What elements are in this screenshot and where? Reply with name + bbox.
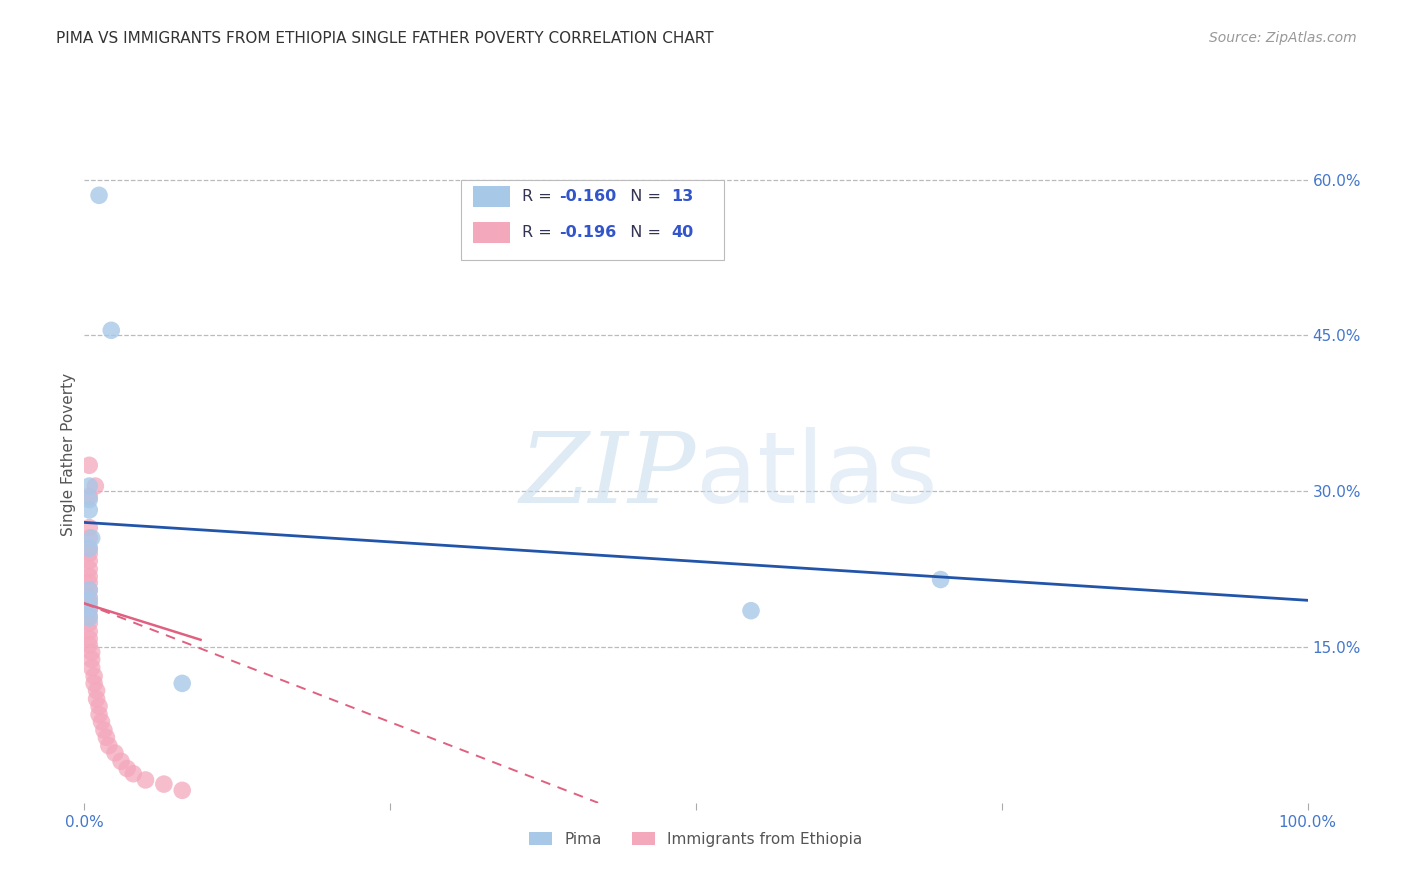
Point <box>80 531 103 545</box>
Text: Source: ZipAtlas.com: Source: ZipAtlas.com <box>1209 31 1357 45</box>
Point <box>77 601 100 615</box>
Point <box>122 766 145 780</box>
Point <box>77 531 100 545</box>
Point <box>77 602 100 616</box>
Text: 40: 40 <box>672 225 693 240</box>
Point <box>83 669 105 683</box>
Point <box>740 604 762 618</box>
Point <box>97 739 120 753</box>
Text: PIMA VS IMMIGRANTS FROM ETHIOPIA SINGLE FATHER POVERTY CORRELATION CHART: PIMA VS IMMIGRANTS FROM ETHIOPIA SINGLE … <box>56 31 714 46</box>
Point <box>87 699 110 714</box>
Point <box>77 582 100 597</box>
Point <box>93 723 115 738</box>
Text: -0.196: -0.196 <box>560 225 616 240</box>
Point <box>153 777 176 791</box>
Point <box>96 731 118 745</box>
Point <box>77 479 100 493</box>
Text: ZIP: ZIP <box>520 428 696 524</box>
Point <box>77 582 100 597</box>
Legend: Pima, Immigrants from Ethiopia: Pima, Immigrants from Ethiopia <box>522 824 870 855</box>
FancyBboxPatch shape <box>474 222 510 243</box>
Text: R =: R = <box>522 188 557 203</box>
Point <box>77 593 100 607</box>
FancyBboxPatch shape <box>474 186 510 207</box>
Point <box>104 746 127 760</box>
Point <box>172 783 194 797</box>
Point <box>87 188 110 202</box>
Point <box>80 652 103 666</box>
Text: N =: N = <box>620 225 666 240</box>
Text: R =: R = <box>522 225 557 240</box>
Point <box>77 541 100 556</box>
Point <box>77 590 100 604</box>
Point <box>77 616 100 631</box>
Text: 13: 13 <box>672 188 693 203</box>
Point <box>90 714 112 729</box>
Point <box>77 638 100 652</box>
Point <box>77 562 100 576</box>
Point <box>86 683 108 698</box>
Point <box>77 632 100 646</box>
Point <box>100 323 122 337</box>
Point <box>77 458 100 473</box>
Point <box>87 707 110 722</box>
Point <box>77 596 100 610</box>
Point <box>77 569 100 583</box>
Point <box>77 492 100 507</box>
Point <box>77 575 100 590</box>
Text: -0.160: -0.160 <box>560 188 616 203</box>
Point <box>77 520 100 534</box>
Point <box>83 676 105 690</box>
FancyBboxPatch shape <box>461 180 724 260</box>
Text: N =: N = <box>620 188 666 203</box>
Point <box>80 661 103 675</box>
Text: atlas: atlas <box>696 427 938 524</box>
Point <box>77 624 100 639</box>
Y-axis label: Single Father Poverty: Single Father Poverty <box>60 374 76 536</box>
Point <box>110 754 132 768</box>
Point <box>135 772 157 787</box>
Point <box>80 645 103 659</box>
Point <box>77 541 100 556</box>
Point <box>84 479 107 493</box>
Point <box>77 554 100 568</box>
Point <box>77 611 100 625</box>
Point <box>172 676 194 690</box>
Point <box>77 503 100 517</box>
Point <box>77 490 100 504</box>
Point <box>77 547 100 561</box>
Point <box>929 573 952 587</box>
Point <box>115 762 138 776</box>
Point <box>86 692 108 706</box>
Point <box>77 608 100 623</box>
